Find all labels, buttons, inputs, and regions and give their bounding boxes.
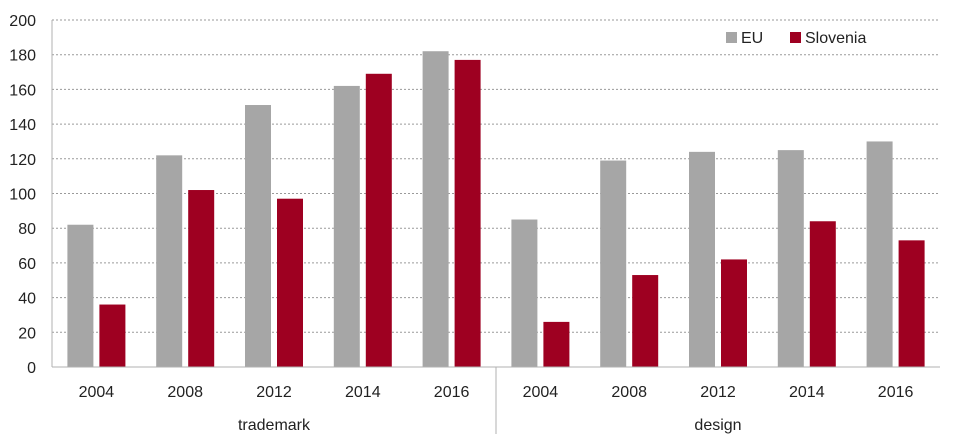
legend-swatch-slovenia [790,32,801,43]
bar-eu-2016 [422,51,449,367]
x-tick-label: 2012 [700,384,736,401]
legend: EU Slovenia [726,30,866,47]
y-tick-label: 140 [9,117,36,134]
bar-eu-2016 [866,141,893,367]
x-tick-label: 2016 [878,384,914,401]
bar-slovenia-2008 [632,275,659,367]
y-tick-label: 200 [9,13,36,30]
bar-slovenia-2012 [721,259,747,367]
bar-eu-2008 [600,160,627,367]
bar-eu-2014 [333,85,360,368]
legend-label-eu: EU [741,30,763,47]
bar-slovenia-2008 [188,190,215,367]
y-tick-label: 0 [27,360,36,377]
axes-layer: 0 20 40 60 80 100 120 140 160 180 200 2004 2008 2012 2… [9,13,940,434]
bar-eu-2004 [67,224,94,367]
bars-layer [67,51,925,368]
x-tick-label: 2008 [167,384,203,401]
bar-slovenia-2016 [898,240,925,367]
bar-eu-2014 [777,150,804,367]
y-tick-label: 20 [18,325,36,342]
bar-slovenia-2004 [99,304,126,367]
legend-swatch-eu [726,32,737,43]
grid-layer [52,19,940,333]
x-tick-label: 2014 [789,384,825,401]
y-tick-label: 80 [18,221,36,238]
bar-eu-2004 [511,219,538,367]
y-tick-label: 40 [18,291,36,308]
legend-label-slovenia: Slovenia [805,30,866,47]
bar-eu-2012 [689,151,715,367]
x-tick-label: 2004 [79,384,115,401]
y-tick-label: 160 [9,82,36,99]
group-label-trademark: trademark [238,417,311,434]
x-tick-label: 2012 [256,384,292,401]
x-tick-label: 2008 [611,384,647,401]
x-tick-label: 2014 [345,384,381,401]
bar-eu-2008 [156,155,183,367]
bar-eu-2012 [245,105,271,367]
group-label-design: design [694,417,741,434]
bar-slovenia-2012 [277,198,303,367]
y-tick-label: 100 [9,187,36,204]
bar-slovenia-2014 [809,221,836,367]
bar-slovenia-2016 [454,59,481,367]
bar-slovenia-2014 [365,73,392,367]
x-tick-label: 2016 [434,384,470,401]
y-tick-label: 60 [18,256,36,273]
bar-slovenia-2004 [543,321,570,367]
x-tick-label: 2004 [523,384,559,401]
y-tick-label: 180 [9,48,36,65]
y-tick-label: 120 [9,152,36,169]
